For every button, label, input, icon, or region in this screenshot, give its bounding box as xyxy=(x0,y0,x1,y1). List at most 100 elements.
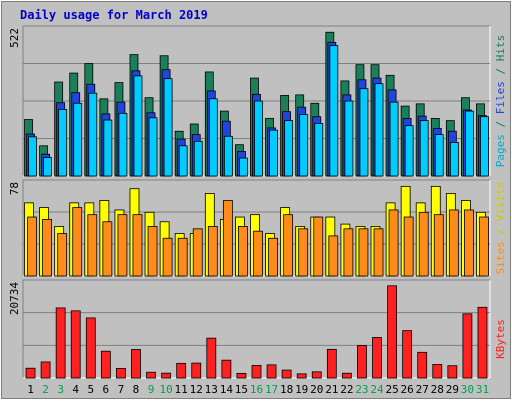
bar-kbytes-16 xyxy=(251,364,262,379)
bar-sites-5 xyxy=(87,214,98,277)
bar-pages-9 xyxy=(148,117,158,177)
bar-sites-31 xyxy=(479,216,489,277)
x-tick-label-22: 22 xyxy=(340,383,353,396)
bar-sites-14 xyxy=(222,200,233,277)
bar-pages-18 xyxy=(284,120,294,177)
bar-sites-19 xyxy=(298,228,309,277)
bar-sites-7 xyxy=(117,214,128,277)
right-legend-pages-files-hits-part-1: / xyxy=(494,114,507,134)
bar-sites-10 xyxy=(162,237,173,277)
bar-pages-26 xyxy=(404,125,414,177)
bar-pages-2 xyxy=(43,157,52,177)
right-legend-pages-files-hits: Pages / Files / Hits xyxy=(494,35,507,168)
x-tick-label-26: 26 xyxy=(401,383,414,396)
bar-kbytes-7 xyxy=(116,368,126,379)
right-legend-sites-visits-part-0: Sites xyxy=(494,241,507,274)
x-tick-label-12: 12 xyxy=(190,383,203,396)
right-legend-kbytes-part-0: KBytes xyxy=(494,319,507,359)
bar-sites-24 xyxy=(373,228,384,277)
x-tick-label-23: 23 xyxy=(355,383,368,396)
right-legend-pages-files-hits-part-3: / xyxy=(494,61,507,81)
bar-sites-1 xyxy=(27,216,37,277)
bar-pages-17 xyxy=(269,129,278,177)
bar-sites-15 xyxy=(238,226,248,277)
max-label-hits-files-pages: 522 xyxy=(8,28,21,48)
x-tick-label-27: 27 xyxy=(416,383,429,396)
bar-kbytes-28 xyxy=(432,364,443,379)
bar-pages-8 xyxy=(133,75,143,177)
x-tick-label-28: 28 xyxy=(431,383,444,396)
x-tick-label-1: 1 xyxy=(27,383,34,396)
bar-sites-18 xyxy=(283,214,294,277)
x-tick-label-3: 3 xyxy=(57,383,64,396)
bar-kbytes-9 xyxy=(146,371,156,379)
bar-pages-4 xyxy=(73,102,83,177)
bar-sites-28 xyxy=(433,214,444,277)
bar-pages-11 xyxy=(178,145,188,177)
max-label-visits-sites: 78 xyxy=(8,182,21,195)
x-tick-label-8: 8 xyxy=(133,383,140,396)
bar-pages-23 xyxy=(359,88,369,177)
bar-sites-4 xyxy=(72,207,83,277)
x-tick-label-30: 30 xyxy=(461,383,474,396)
bar-pages-31 xyxy=(480,116,489,177)
x-tick-label-7: 7 xyxy=(118,383,125,396)
bar-pages-25 xyxy=(389,101,399,177)
bar-sites-16 xyxy=(253,230,263,277)
bar-kbytes-6 xyxy=(100,350,111,379)
bar-pages-5 xyxy=(88,92,98,177)
bar-pages-27 xyxy=(419,120,429,177)
bar-pages-3 xyxy=(58,109,68,177)
bar-pages-14 xyxy=(223,135,233,177)
x-tick-label-5: 5 xyxy=(87,383,94,396)
bar-kbytes-3 xyxy=(55,307,66,379)
chart-title: Daily usage for March 2019 xyxy=(20,8,208,22)
x-tick-label-4: 4 xyxy=(72,383,79,396)
bar-pages-29 xyxy=(449,142,459,177)
x-tick-label-20: 20 xyxy=(310,383,323,396)
x-axis-labels: 1 2 3 4 5 6 7 8 9 10 11 12 13 14 15 16 17 18 19 20 21 22 23 24 2… xyxy=(27,383,489,396)
bar-kbytes-21 xyxy=(326,348,337,379)
bar-sites-21 xyxy=(328,235,339,277)
bar-pages-13 xyxy=(208,98,218,177)
bar-pages-24 xyxy=(374,83,384,177)
right-legend-pages-files-hits-part-2: Files xyxy=(494,81,507,114)
bar-pages-19 xyxy=(299,114,309,177)
bar-sites-29 xyxy=(448,209,459,277)
x-tick-label-25: 25 xyxy=(385,383,398,396)
panel-frame xyxy=(22,279,491,379)
bar-sites-30 xyxy=(464,209,474,277)
bar-pages-22 xyxy=(344,100,354,177)
bar-kbytes-14 xyxy=(221,359,232,379)
x-tick-label-15: 15 xyxy=(235,383,248,396)
bar-kbytes-20 xyxy=(311,371,322,379)
right-legend-kbytes: KBytes xyxy=(494,319,507,359)
outer-border-shade xyxy=(1,1,511,399)
bar-pages-20 xyxy=(314,123,324,177)
bar-kbytes-18 xyxy=(281,369,292,379)
bar-sites-6 xyxy=(102,221,113,277)
bar-kbytes-5 xyxy=(85,317,96,379)
x-tick-label-13: 13 xyxy=(205,383,218,396)
bar-kbytes-11 xyxy=(176,362,187,379)
bar-sites-3 xyxy=(57,233,68,277)
x-tick-label-14: 14 xyxy=(220,383,234,396)
right-legend-pages-files-hits-part-0: Pages xyxy=(494,134,507,167)
x-tick-label-21: 21 xyxy=(325,383,338,396)
x-tick-label-29: 29 xyxy=(446,383,459,396)
bar-pages-28 xyxy=(434,134,444,177)
bar-kbytes-2 xyxy=(40,361,51,379)
bar-kbytes-1 xyxy=(25,367,36,379)
bar-kbytes-24 xyxy=(372,337,382,379)
x-tick-label-6: 6 xyxy=(103,383,110,396)
bar-pages-16 xyxy=(254,100,263,177)
panel-kbytes: 20734 xyxy=(8,279,491,379)
bar-sites-2 xyxy=(42,218,52,277)
bar-kbytes-23 xyxy=(357,345,367,379)
bar-kbytes-19 xyxy=(296,373,307,379)
bar-kbytes-29 xyxy=(447,365,458,379)
bar-sites-12 xyxy=(192,228,203,277)
bar-sites-25 xyxy=(388,209,399,277)
